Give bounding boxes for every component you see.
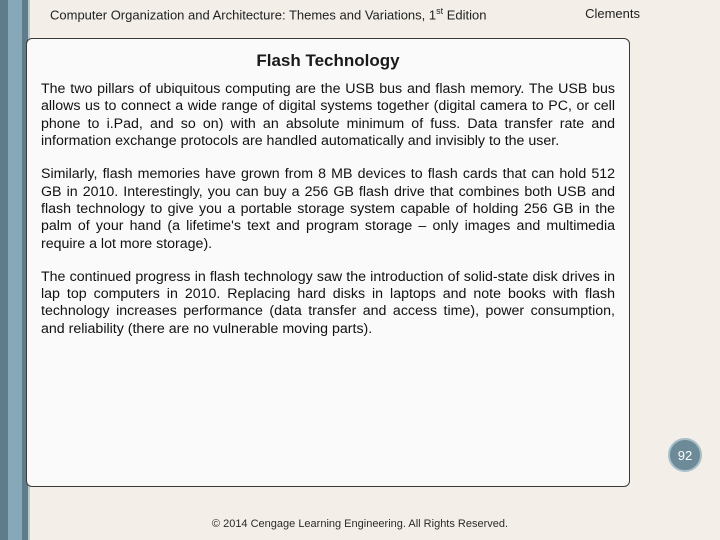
page-number: 92 xyxy=(678,448,692,463)
book-title-prefix: Computer Organization and Architecture: … xyxy=(50,7,436,22)
section-title: Flash Technology xyxy=(41,51,615,71)
left-stripe-inner xyxy=(8,0,22,540)
slide-background: Computer Organization and Architecture: … xyxy=(0,0,720,540)
footer-copyright: © 2014 Cengage Learning Engineering. All… xyxy=(0,518,720,530)
page-number-badge: 92 xyxy=(668,438,702,472)
header-author: Clements xyxy=(585,6,640,21)
book-title-suffix: Edition xyxy=(443,7,486,22)
paragraph-2: Similarly, flash memories have grown fro… xyxy=(41,166,615,253)
paragraph-3: The continued progress in flash technolo… xyxy=(41,269,615,338)
content-panel: Flash Technology The two pillars of ubiq… xyxy=(26,38,630,487)
header-book-title: Computer Organization and Architecture: … xyxy=(50,6,487,22)
paragraph-1: The two pillars of ubiquitous computing … xyxy=(41,81,615,150)
